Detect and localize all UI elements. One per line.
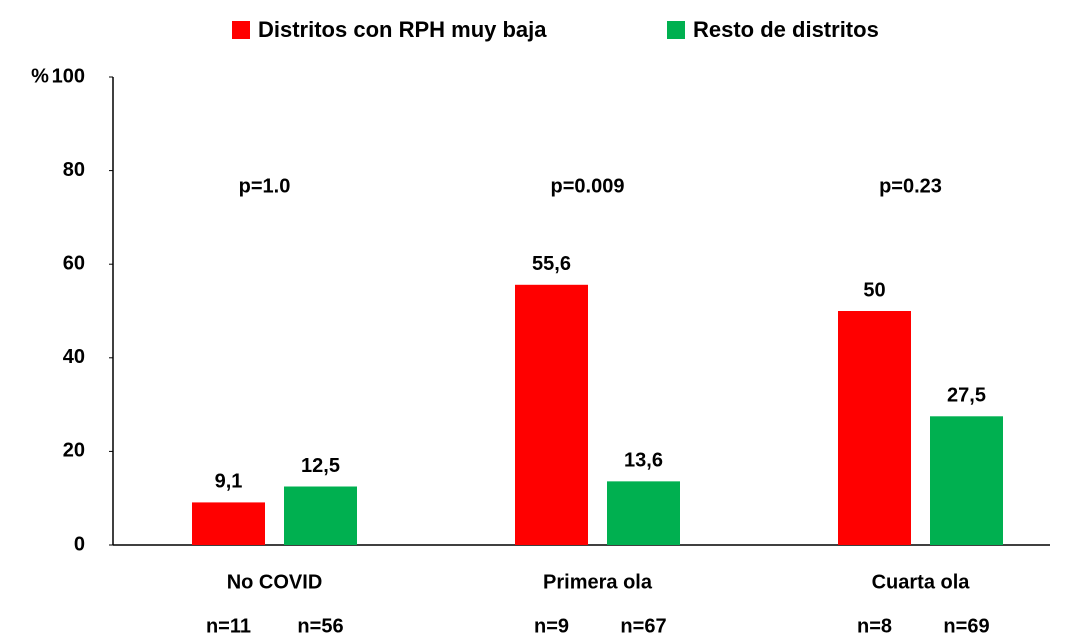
y-tick-label: 20 xyxy=(63,440,85,462)
y-tick-label: 100 xyxy=(52,65,85,87)
x-tick-label: Cuarta ola xyxy=(872,571,971,593)
bar xyxy=(192,502,265,545)
y-tick-label: 60 xyxy=(63,252,85,274)
data-label: 50 xyxy=(863,279,885,301)
data-label: 27,5 xyxy=(947,385,986,407)
legend-swatch xyxy=(232,21,250,39)
annotation: p=1.0 xyxy=(239,175,291,197)
y-tick-label: 40 xyxy=(63,346,85,368)
bar xyxy=(838,311,911,545)
x-tick-label: Primera ola xyxy=(543,571,653,593)
n-label: n=11 xyxy=(206,615,251,637)
data-label: 55,6 xyxy=(532,253,571,275)
bar xyxy=(284,486,357,545)
legend-label: Distritos con RPH muy baja xyxy=(258,17,547,42)
bar xyxy=(607,481,680,545)
y-axis-label: % xyxy=(31,65,49,87)
legend-label: Resto de distritos xyxy=(693,17,879,42)
annotation: p=0.23 xyxy=(879,175,942,197)
n-label: n=67 xyxy=(620,615,666,637)
y-tick-label: 80 xyxy=(63,159,85,181)
n-label: n=8 xyxy=(857,615,892,637)
n-label: n=56 xyxy=(297,615,343,637)
bar xyxy=(930,416,1003,545)
x-tick-label: No COVID xyxy=(227,571,323,593)
annotation: p=0.009 xyxy=(551,175,625,197)
y-tick-label: 0 xyxy=(74,533,85,555)
data-label: 9,1 xyxy=(215,471,243,493)
bar xyxy=(515,284,588,545)
data-label: 12,5 xyxy=(301,455,340,477)
n-label: n=9 xyxy=(534,615,569,637)
n-label: n=69 xyxy=(943,615,989,637)
data-label: 13,6 xyxy=(624,450,663,472)
legend-swatch xyxy=(667,21,685,39)
